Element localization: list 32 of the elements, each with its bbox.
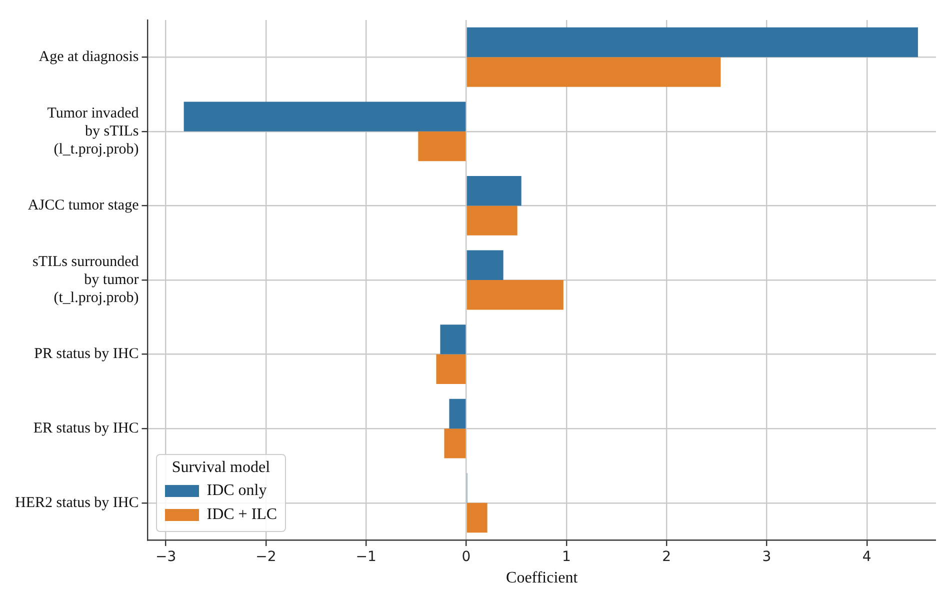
bar — [466, 250, 504, 280]
y-tick-label: HER2 status by IHC — [15, 494, 139, 511]
bar — [184, 102, 466, 132]
x-tick-label: −2 — [256, 549, 276, 566]
legend-label: IDC + ILC — [206, 505, 278, 525]
y-tick-label: Age at diagnosis — [38, 49, 139, 66]
x-tick-label: 1 — [562, 549, 571, 566]
y-tick-label: sTILs surrounded by tumor (t_l.proj.prob) — [32, 254, 140, 306]
x-axis-title: Coefficient — [506, 570, 578, 587]
x-tick-label: 4 — [862, 549, 872, 566]
y-tick-label: PR status by IHC — [34, 346, 139, 362]
bar — [466, 57, 721, 87]
x-tick-label: 0 — [462, 549, 471, 566]
bar — [418, 131, 466, 162]
x-tick-label: −3 — [155, 549, 176, 566]
y-tick-label: AJCC tumor stage — [28, 198, 140, 214]
bar — [449, 398, 466, 429]
bar — [444, 428, 466, 458]
y-tick-label: ER status by IHC — [33, 420, 139, 437]
legend-title: Survival model — [170, 459, 272, 477]
bar — [466, 206, 518, 236]
bar — [466, 280, 564, 310]
y-tick-label: Tumor invaded by sTILs (l_t.proj.prob) — [47, 105, 140, 158]
bar — [440, 324, 466, 354]
legend-label: IDC only — [206, 481, 267, 501]
bar — [466, 502, 488, 533]
bar — [436, 354, 466, 384]
x-tick-label: 2 — [662, 549, 672, 566]
bar — [466, 27, 918, 58]
bar — [466, 176, 522, 206]
x-tick-label: 3 — [762, 549, 772, 566]
x-tick-label: −1 — [356, 549, 376, 566]
